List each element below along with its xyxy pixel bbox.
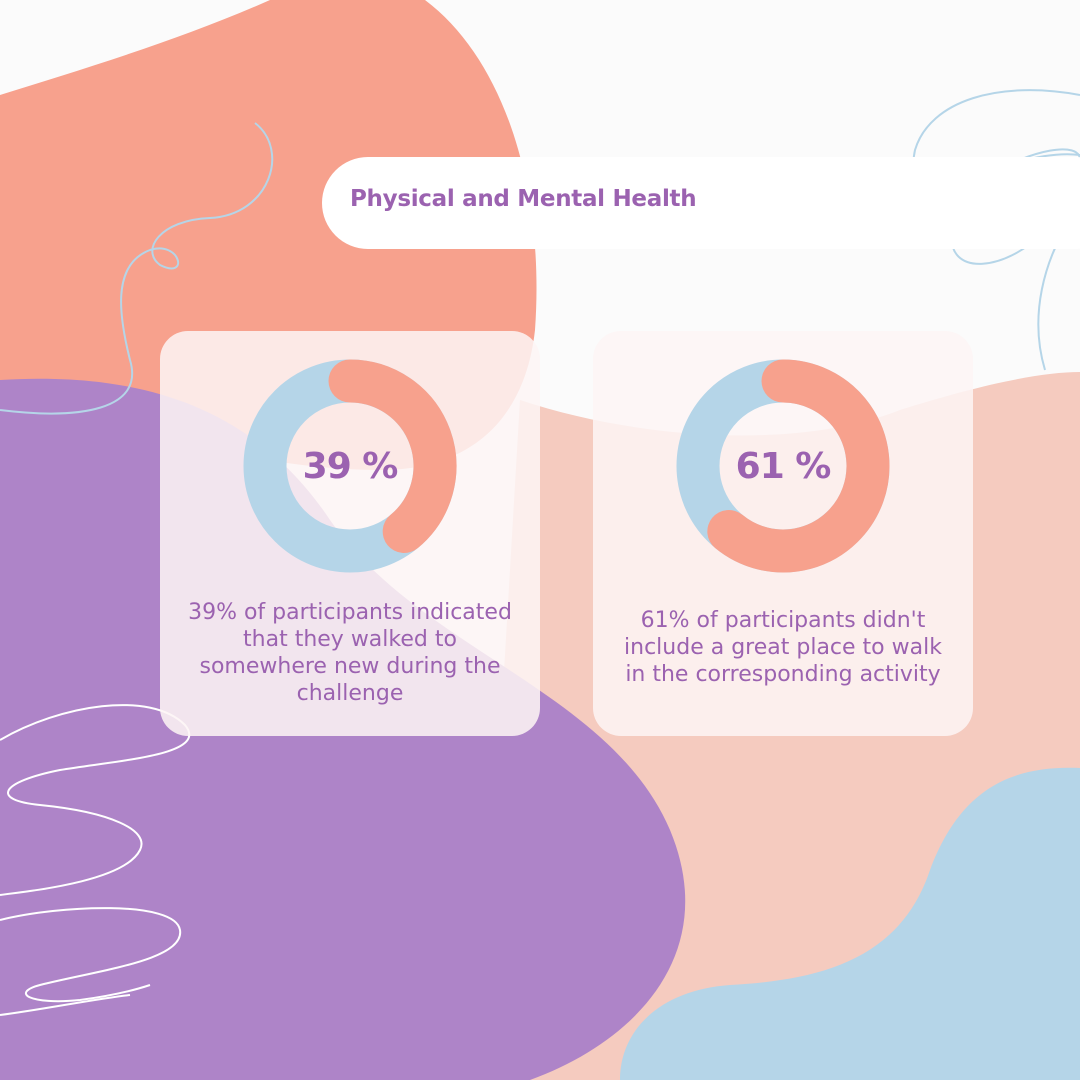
blue-blob: [620, 767, 1080, 1080]
page-title: Physical and Mental Health: [350, 186, 697, 212]
donut-center-label: 39 %: [302, 445, 399, 487]
squiggle-top-left: [0, 122, 274, 415]
donut-chart: 61 %: [676, 359, 890, 573]
stat-caption: 61% of participants didn't include a gre…: [624, 608, 942, 687]
donut-chart: 39 %: [243, 359, 457, 573]
squiggle-bottom-left: [0, 704, 191, 1016]
title-pill: [322, 157, 1080, 249]
stat-card-walked-new: 39 % 39% of participants indicated that …: [160, 331, 540, 736]
donut-center-label: 61 %: [735, 445, 832, 487]
stat-card-no-great-place: 61 % 61% of participants didn't include …: [593, 331, 973, 736]
donut-value-arc: [328, 359, 457, 553]
stat-caption: 39% of participants indicated that they …: [188, 600, 512, 706]
donut-value-arc: [707, 359, 890, 573]
